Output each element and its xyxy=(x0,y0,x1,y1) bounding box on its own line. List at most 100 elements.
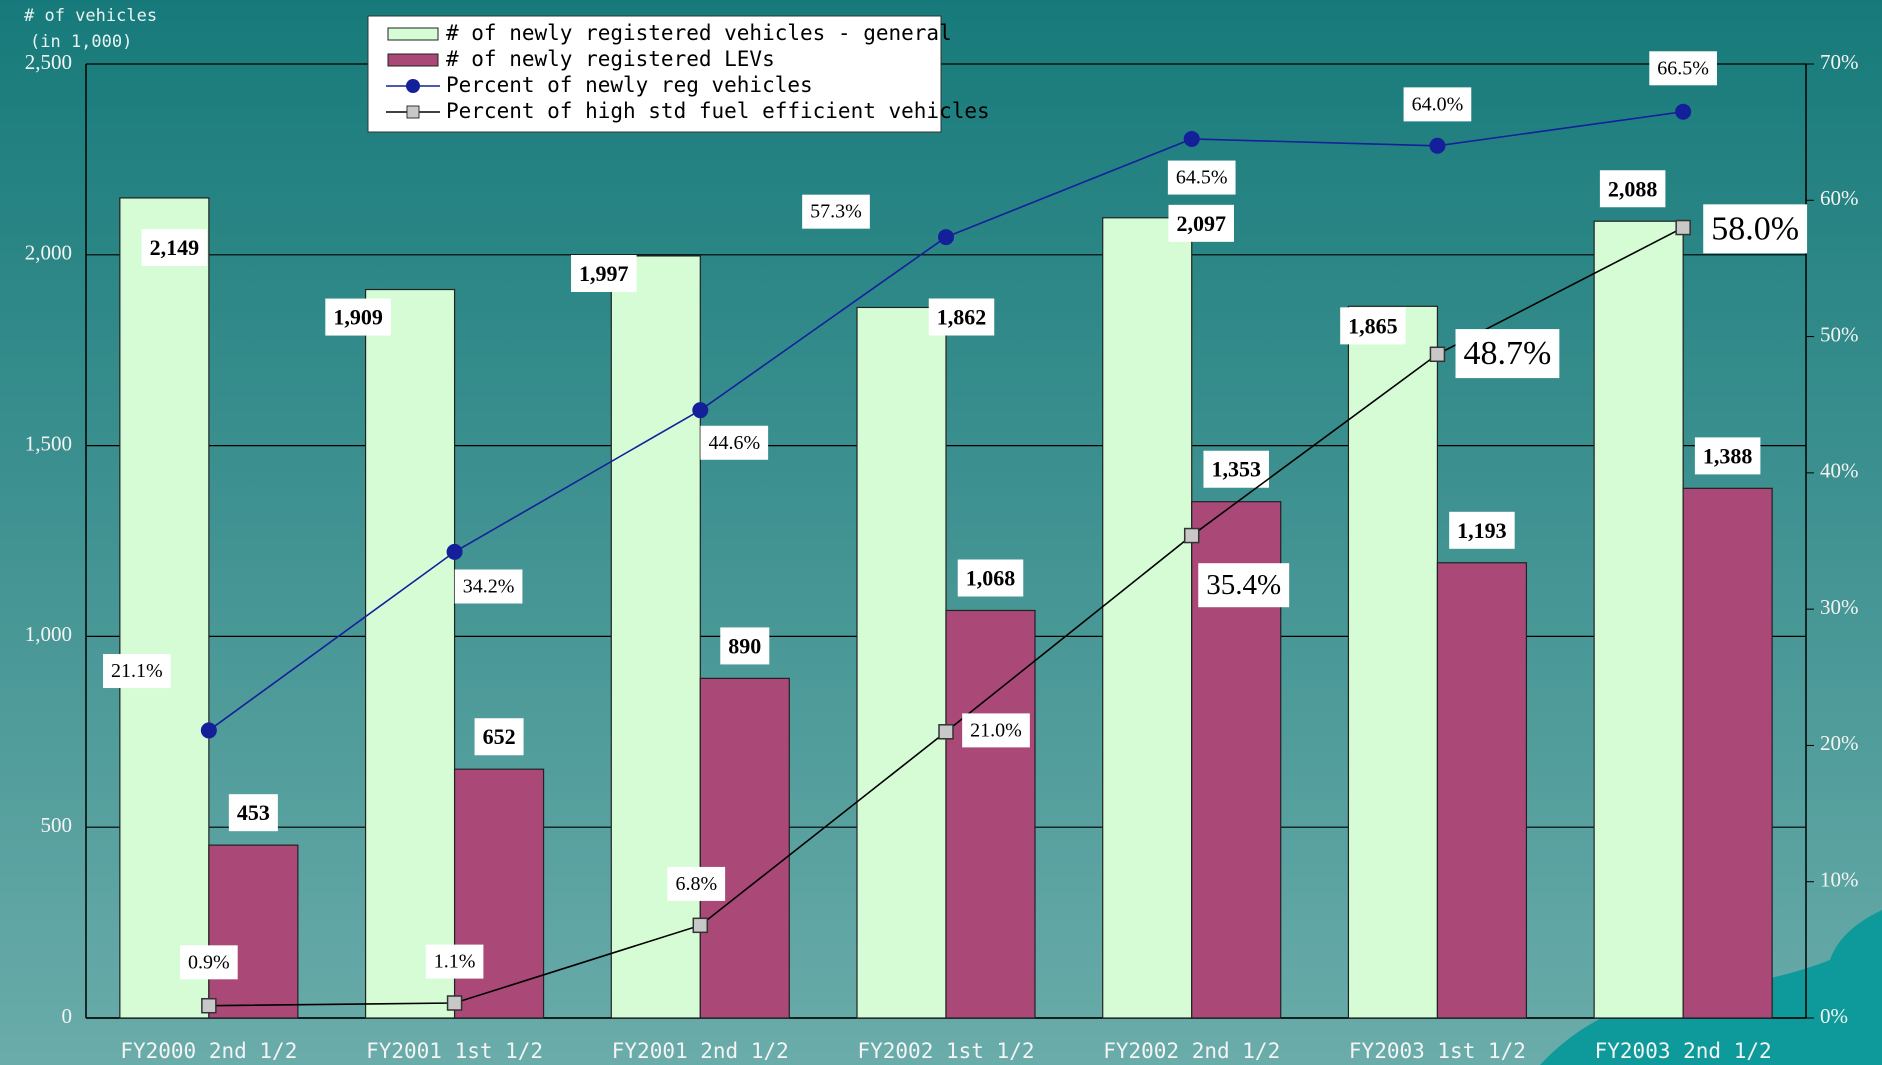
data-label: 58.0% xyxy=(1711,210,1799,247)
data-label: 34.2% xyxy=(463,575,515,597)
x-tick-label: FY2000 2nd 1/2 xyxy=(120,1039,297,1063)
y-tick-label: 2,000 xyxy=(25,241,72,265)
bar xyxy=(1348,306,1437,1018)
data-label: 1,862 xyxy=(929,299,995,336)
data-label: 44.6% xyxy=(708,432,760,454)
marker xyxy=(1184,131,1200,147)
data-label: 35.4% xyxy=(1198,563,1289,607)
data-label: 2,149 xyxy=(150,235,200,260)
marker xyxy=(692,402,708,418)
data-label: 1,909 xyxy=(333,305,383,330)
data-label: 890 xyxy=(720,627,769,664)
data-label: 1,388 xyxy=(1695,437,1761,474)
bar xyxy=(366,290,455,1018)
data-label: 652 xyxy=(475,718,524,755)
data-label: 21.0% xyxy=(962,713,1030,747)
data-label: 58.0% xyxy=(1703,204,1807,253)
y-tick-label: 0 xyxy=(62,1004,73,1028)
data-label: 453 xyxy=(229,794,278,831)
legend-swatch xyxy=(388,28,438,40)
data-label: 1,068 xyxy=(958,559,1024,596)
y2-tick-label: 20% xyxy=(1820,731,1859,755)
legend-marker xyxy=(407,106,419,118)
data-label: 1,997 xyxy=(571,255,637,292)
data-label: 2,097 xyxy=(1168,205,1234,242)
x-tick-label: FY2003 2nd 1/2 xyxy=(1595,1039,1772,1063)
data-label: 44.6% xyxy=(700,426,768,460)
legend-label: # of newly registered LEVs xyxy=(446,47,775,71)
data-label: 453 xyxy=(237,800,270,825)
marker xyxy=(1676,221,1690,235)
data-label: 66.5% xyxy=(1649,51,1717,85)
legend-marker xyxy=(406,79,420,93)
bar xyxy=(120,198,209,1018)
data-label: 1,865 xyxy=(1348,313,1398,338)
data-label: 6.8% xyxy=(675,873,717,895)
data-label: 64.0% xyxy=(1412,93,1464,115)
y-tick-label: 500 xyxy=(41,813,73,837)
y2-tick-label: 10% xyxy=(1820,868,1859,892)
data-label: 21.1% xyxy=(111,660,163,682)
x-tick-label: FY2001 1st 1/2 xyxy=(366,1039,543,1063)
data-label: 64.5% xyxy=(1168,161,1236,195)
data-label: 48.7% xyxy=(1464,335,1552,372)
data-label: 1,909 xyxy=(325,299,391,336)
bar xyxy=(1437,563,1526,1018)
data-label: 1,353 xyxy=(1211,457,1261,482)
marker xyxy=(938,229,954,245)
marker xyxy=(448,996,462,1010)
data-label: 57.3% xyxy=(810,201,862,223)
data-label: 1.1% xyxy=(426,945,484,979)
data-label: 1,388 xyxy=(1703,443,1753,468)
data-label: 34.2% xyxy=(455,569,523,603)
marker xyxy=(201,722,217,738)
data-label: 2,149 xyxy=(142,229,208,266)
data-label: 0.9% xyxy=(180,945,238,979)
data-label: 1.1% xyxy=(434,951,476,973)
data-label: 66.5% xyxy=(1657,57,1709,79)
legend-label: Percent of high std fuel efficient vehic… xyxy=(446,99,990,123)
data-label: 1,862 xyxy=(937,305,987,330)
data-label: 21.1% xyxy=(103,654,171,688)
data-label: 2,088 xyxy=(1608,176,1658,201)
y2-tick-label: 0% xyxy=(1820,1004,1848,1028)
marker xyxy=(1185,529,1199,543)
bar xyxy=(857,307,946,1018)
y2-tick-label: 70% xyxy=(1820,50,1859,74)
data-label: 64.5% xyxy=(1176,167,1228,189)
y2-tick-label: 60% xyxy=(1820,186,1859,210)
data-label: 57.3% xyxy=(802,195,870,229)
marker xyxy=(202,999,216,1013)
legend: # of newly registered vehicles - general… xyxy=(368,16,990,132)
y-tick-label: 1,000 xyxy=(25,622,72,646)
bar xyxy=(209,845,298,1018)
marker xyxy=(1430,347,1444,361)
y2-tick-label: 50% xyxy=(1820,322,1859,346)
y2-tick-label: 30% xyxy=(1820,595,1859,619)
x-tick-label: FY2002 2nd 1/2 xyxy=(1103,1039,1280,1063)
legend-label: # of newly registered vehicles - general xyxy=(446,21,952,45)
y-tick-label: 1,500 xyxy=(25,431,72,455)
marker xyxy=(447,544,463,560)
y2-tick-label: 40% xyxy=(1820,459,1859,483)
data-label: 2,088 xyxy=(1600,170,1666,207)
y-tick-label: 2,500 xyxy=(25,50,72,74)
bar xyxy=(1594,221,1683,1018)
data-label: 1,353 xyxy=(1203,451,1269,488)
legend-label: Percent of newly reg vehicles xyxy=(446,73,813,97)
x-tick-label: FY2002 1st 1/2 xyxy=(857,1039,1034,1063)
data-label: 1,865 xyxy=(1340,307,1406,344)
data-label: 652 xyxy=(483,724,516,749)
chart: # of vehicles (in 1,000) 05001,0001,5002… xyxy=(0,0,1882,1065)
data-label: 6.8% xyxy=(667,867,725,901)
data-label: 0.9% xyxy=(188,951,230,973)
bar xyxy=(1103,218,1192,1018)
marker xyxy=(1429,138,1445,154)
legend-swatch xyxy=(388,54,438,66)
data-label: 1,193 xyxy=(1449,512,1515,549)
data-label: 2,097 xyxy=(1176,211,1226,236)
x-tick-label: FY2003 1st 1/2 xyxy=(1349,1039,1526,1063)
data-label: 1,193 xyxy=(1457,518,1507,543)
data-label: 48.7% xyxy=(1456,329,1560,378)
data-label: 1,068 xyxy=(966,565,1016,590)
